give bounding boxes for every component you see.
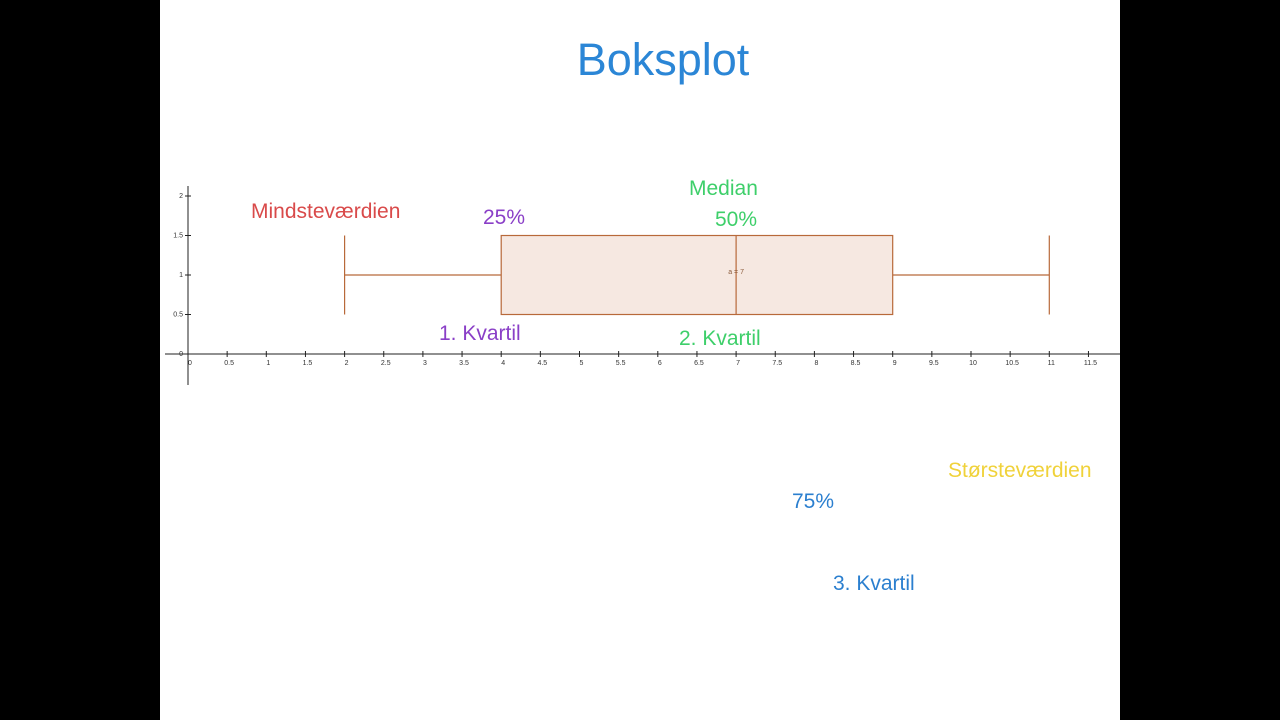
q1-label: 1. Kvartil	[439, 322, 521, 345]
y-tick-label: 1	[179, 272, 183, 279]
x-tick-label: 3.5	[459, 360, 469, 367]
median-percent-label: 50%	[715, 208, 758, 231]
q3-label: 3. Kvartil	[833, 572, 915, 595]
y-tick-label: 0.5	[173, 312, 183, 319]
x-tick-label: 4	[501, 360, 505, 367]
slide-background	[160, 0, 1120, 720]
x-tick-label: 2.5	[381, 360, 391, 367]
x-tick-label: 6.5	[694, 360, 704, 367]
x-tick-label: 9	[893, 360, 897, 367]
x-tick-label: 7.5	[772, 360, 782, 367]
x-tick-label: 2	[345, 360, 349, 367]
x-tick-label: 3	[423, 360, 427, 367]
x-tick-label: 1.5	[303, 360, 313, 367]
q2-label: 2. Kvartil	[679, 327, 761, 350]
x-tick-label: 5.5	[616, 360, 626, 367]
y-tick-label: 2	[179, 193, 183, 200]
x-tick-label: 4.5	[537, 360, 547, 367]
median-value-label: a = 7	[728, 269, 744, 276]
iqr-box	[500, 234, 894, 316]
x-tick-label: 0.5	[224, 360, 234, 367]
min-value-label: Mindsteværdien	[251, 200, 401, 223]
x-tick-label: 10.5	[1005, 360, 1019, 367]
page-title: Boksplot	[576, 34, 750, 85]
x-tick-label: 8.5	[851, 360, 861, 367]
max-value-label: Størsteværdien	[948, 459, 1092, 482]
x-tick-label: 7	[736, 360, 740, 367]
x-tick-label: 10	[969, 360, 977, 367]
x-tick-label: 0	[188, 360, 192, 367]
y-tick-label: 1.5	[173, 233, 183, 240]
y-tick-label: 0	[179, 351, 183, 358]
q3-percent-label: 75%	[792, 490, 835, 513]
x-tick-label: 5	[580, 360, 584, 367]
median-label: Median	[689, 177, 758, 200]
x-tick-label: 11.5	[1084, 360, 1097, 367]
x-tick-label: 9.5	[929, 360, 939, 367]
q1-percent-label: 25%	[483, 206, 526, 229]
x-tick-label: 11	[1048, 360, 1055, 367]
x-tick-label: 8	[814, 360, 818, 367]
x-tick-label: 1	[266, 360, 270, 367]
x-tick-label: 6	[658, 360, 662, 367]
